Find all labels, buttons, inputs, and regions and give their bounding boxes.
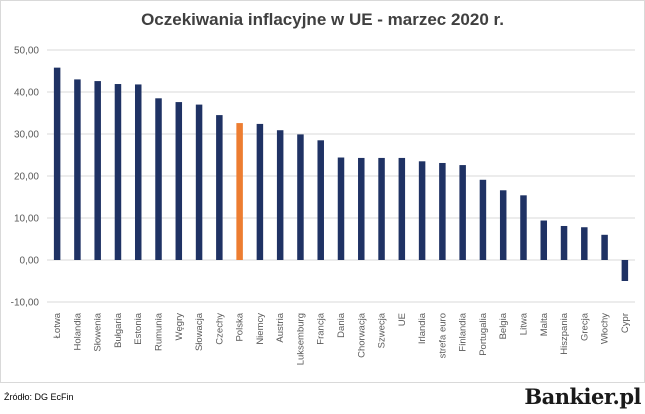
bar — [256, 123, 264, 260]
y-tick-label: 20,00 — [14, 172, 39, 183]
x-tick-label: Włochy — [600, 313, 611, 344]
x-tick-label: Luksemburg — [295, 313, 306, 365]
x-tick-label: Francja — [316, 312, 327, 344]
bar — [398, 157, 406, 260]
x-tick-label: Niemcy — [255, 313, 266, 345]
x-tick-label: Austria — [275, 312, 286, 342]
y-tick-label: 10,00 — [14, 214, 39, 225]
bar — [520, 195, 527, 260]
x-tick-label: Portugalia — [478, 312, 489, 355]
x-tick-label: Węgry — [174, 313, 185, 341]
bar — [337, 157, 345, 260]
bar — [216, 115, 223, 260]
x-tick-label: Cypr — [620, 313, 631, 333]
bar — [358, 157, 365, 260]
bar — [53, 67, 61, 260]
bar — [74, 79, 81, 261]
x-tick-label: Dania — [336, 312, 347, 338]
x-tick-label: Słowacja — [194, 312, 205, 351]
x-tick-label: Litwa — [518, 312, 529, 335]
x-tick-label: Czechy — [214, 313, 225, 345]
x-tick-label: Chorwacja — [356, 312, 367, 358]
bar — [540, 220, 548, 260]
x-tick-label: Słowenia — [93, 312, 104, 351]
x-tick-label: Grecja — [579, 312, 590, 341]
bar — [418, 161, 426, 260]
bar — [378, 157, 385, 260]
chart-title: Oczekiwania inflacyjne w UE - marzec 202… — [141, 10, 504, 29]
bar — [560, 225, 568, 260]
bar — [297, 134, 304, 260]
bar — [155, 98, 162, 260]
x-tick-label: strefa euro — [437, 313, 448, 358]
y-tick-label: 50,00 — [14, 46, 39, 57]
bar — [94, 81, 101, 260]
y-tick-label: 0,00 — [20, 256, 40, 267]
x-tick-label: UE — [397, 313, 408, 326]
y-tick-label: 40,00 — [14, 88, 39, 99]
bar — [195, 104, 203, 260]
x-tick-label: Finlandia — [458, 312, 469, 351]
bar — [175, 102, 183, 260]
x-tick-label: Belgia — [498, 312, 509, 339]
bar — [236, 123, 243, 260]
y-tick-label: 30,00 — [14, 130, 39, 141]
x-tick-label: Rumunia — [154, 312, 165, 351]
source-note: Źródło: DG EcFin — [4, 392, 74, 402]
bar — [134, 84, 142, 260]
bar — [499, 190, 507, 260]
x-tick-label: Bułgaria — [113, 312, 124, 348]
bar — [601, 234, 608, 260]
x-tick-label: Holandia — [72, 312, 83, 350]
x-tick-label: Malta — [539, 312, 550, 336]
x-tick-label: Estonia — [133, 312, 144, 344]
bar — [459, 165, 466, 260]
bar — [439, 162, 446, 260]
x-tick-label: Polska — [235, 312, 246, 341]
x-tick-label: Szwecja — [377, 312, 388, 348]
bar — [479, 179, 487, 260]
bar — [621, 260, 629, 281]
bar — [276, 130, 284, 260]
bankier-logo: Bankier.pl — [524, 384, 641, 409]
y-tick-label: -10,00 — [11, 298, 40, 309]
bar — [317, 140, 324, 260]
bar — [581, 227, 588, 260]
x-tick-label: Łotwa — [52, 312, 63, 338]
bar — [114, 84, 122, 261]
x-tick-label: Irlandia — [417, 312, 428, 344]
x-tick-label: Hiszpania — [559, 312, 570, 354]
